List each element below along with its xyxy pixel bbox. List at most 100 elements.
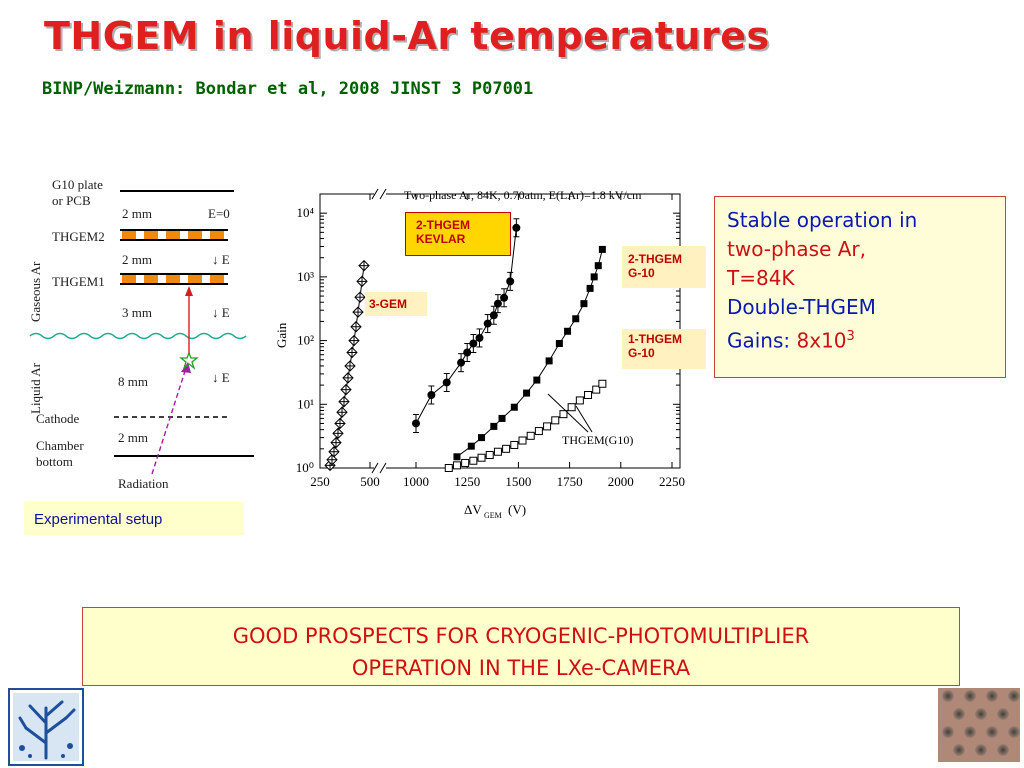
setup-diagram: G10 plate or PCB 2 mm E=0 THGEM2 2 mm ↓ …: [28, 177, 254, 491]
thgem-photo: [938, 688, 1020, 762]
data-point: [475, 333, 484, 342]
chamber-label: Chamber: [36, 438, 84, 453]
data-point: [564, 327, 572, 335]
data-point: [477, 453, 486, 462]
x-tick-label: 1250: [454, 474, 480, 489]
results-summary-box: Stable operation in two-phase Ar, T=84K …: [714, 196, 1006, 378]
field-label: ↓ E: [212, 305, 230, 320]
data-point: [457, 358, 466, 367]
x-axis-label: ΔV GEM (V): [464, 502, 526, 520]
x-tick-label: 2250: [659, 474, 685, 489]
data-point: [580, 300, 588, 308]
label-1thgem-g10: 1-THGEM G-10: [622, 329, 706, 369]
data-point: [452, 461, 461, 470]
chart-title: Two-phase Ar, 84K, 0.70atm, E(LAr)=1.8 k…: [404, 188, 642, 202]
x-tick-label: 2000: [608, 474, 634, 489]
label-line: G-10: [628, 266, 655, 280]
data-point: [498, 414, 506, 422]
summary-line: Double-THGEM: [727, 295, 876, 319]
x-tick-label: 1750: [557, 474, 583, 489]
label-2thgem-g10: 2-THGEM G-10: [622, 246, 706, 288]
label-2thgem-kevlar: 2-THGEM KEVLAR: [405, 212, 511, 256]
data-point: [506, 277, 515, 286]
data-point: [478, 434, 486, 442]
field-label: E=0: [208, 206, 230, 221]
axis-break-mark: [371, 462, 379, 474]
axis-break-mark: [379, 462, 387, 474]
data-point: [493, 299, 502, 308]
thgem2-electrode: [120, 229, 228, 241]
data-point: [453, 453, 461, 461]
gap-label: 2 mm: [118, 430, 148, 445]
field-label: ↓ E: [212, 370, 230, 385]
data-point: [512, 223, 521, 232]
field-label: ↓ E: [212, 252, 230, 267]
gap-label: 2 mm: [122, 206, 152, 221]
y-tick-label: 10³: [297, 269, 314, 284]
or-pcb-label: or PCB: [52, 193, 91, 208]
data-point: [442, 378, 451, 387]
data-point: [575, 396, 584, 405]
x-axis-label-main: ΔV: [464, 502, 482, 517]
data-point: [598, 245, 606, 253]
axis-break-mark: [371, 188, 379, 200]
y-tick-label: 10⁰: [296, 460, 314, 475]
label-line: 2-THGEM: [416, 218, 470, 232]
data-point: [594, 262, 602, 270]
data-point: [533, 376, 541, 384]
data-point: [592, 385, 601, 394]
radiation-track: [151, 367, 187, 475]
gain-chart: Two-phase Ar, 84K, 0.70atm, E(LAr)=1.8 k…: [274, 188, 685, 520]
y-tick-label: 10¹: [297, 396, 314, 411]
gain-exponent: 3: [846, 329, 855, 344]
data-point: [510, 440, 519, 449]
label-3gem: 3-GEM: [365, 292, 427, 316]
data-point: [500, 293, 509, 302]
data-point: [412, 419, 420, 428]
label-line: 2-THGEM: [628, 252, 682, 266]
radiation-label: Radiation: [118, 476, 169, 491]
data-point: [483, 319, 492, 328]
data-point: [427, 390, 436, 399]
data-point: [467, 442, 475, 450]
conclusion-line: GOOD PROSPECTS FOR CRYOGENIC-PHOTOMULTIP…: [232, 624, 810, 648]
thgem-g10-annotation: THGEM(G10): [562, 433, 633, 447]
data-point: [586, 284, 594, 292]
gap-label: 3 mm: [122, 305, 152, 320]
data-point: [463, 348, 472, 357]
experimental-setup-caption: Experimental setup: [24, 502, 244, 535]
x-tick-label: 1000: [403, 474, 429, 489]
gap-label: 8 mm: [118, 374, 148, 389]
institute-logo: [8, 688, 84, 766]
data-point: [502, 444, 511, 453]
summary-line: T=84K: [727, 266, 795, 290]
data-point: [545, 357, 553, 365]
data-point: [493, 447, 502, 456]
data-point: [526, 431, 535, 440]
data-point: [485, 450, 494, 459]
x-tick-label: 250: [310, 474, 330, 489]
data-point: [523, 389, 531, 397]
data-point: [572, 315, 580, 323]
liquid-surface-wave: [29, 332, 247, 340]
conclusion-box: GOOD PROSPECTS FOR CRYOGENIC-PHOTOMULTIP…: [82, 607, 960, 686]
summary-line: two-phase Ar,: [727, 237, 866, 261]
data-point: [567, 403, 576, 412]
interaction-star-icon: [179, 351, 199, 370]
bottom-label: bottom: [36, 454, 73, 469]
data-point: [543, 422, 552, 431]
data-point: [518, 436, 527, 445]
x-tick-label: 500: [360, 474, 380, 489]
thgem1-electrode: [120, 273, 228, 285]
slide-subtitle: BINP/Weizmann: Bondar et al, 2008 JINST …: [42, 79, 534, 99]
summary-line: Stable operation in: [727, 208, 918, 232]
thgem1-label: THGEM1: [52, 274, 105, 289]
data-point: [590, 273, 598, 281]
cathode-label: Cathode: [36, 411, 80, 426]
data-point: [461, 458, 470, 467]
data-point: [555, 340, 563, 348]
slide-title: THGEM in liquid-Ar temperatures: [44, 14, 770, 58]
summary-gain-line: Gains: 8x103: [727, 322, 1005, 356]
data-point: [534, 427, 543, 436]
gain-value: 8x10: [796, 328, 847, 353]
